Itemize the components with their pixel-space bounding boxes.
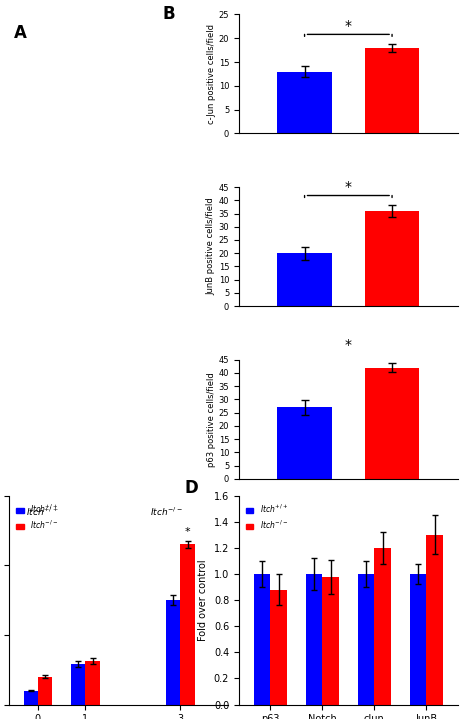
Bar [410,574,426,705]
Bar [375,548,391,705]
Bar [365,211,419,306]
Y-axis label: c-Jun positive cells/field: c-Jun positive cells/field [207,24,216,124]
Text: B: B [163,5,175,23]
Text: $Itch^{-/-}$: $Itch^{-/-}$ [150,506,183,518]
Y-axis label: JunB positive cells/field: JunB positive cells/field [207,198,216,296]
Bar [38,677,52,705]
Text: A: A [14,24,27,42]
Bar [277,253,332,306]
Text: *: * [345,180,352,194]
Bar [254,574,270,705]
Bar [426,535,443,705]
Bar [365,47,419,134]
Bar [305,574,322,705]
Bar [71,664,85,705]
Bar [270,590,287,705]
Y-axis label: Fold over control: Fold over control [198,559,208,641]
Bar [322,577,339,705]
Bar [277,408,332,479]
Bar [180,544,195,705]
Bar [277,71,332,134]
Text: D: D [184,479,198,497]
Legend: $Itch^{+/+}$, $Itch^{-/-}$: $Itch^{+/+}$, $Itch^{-/-}$ [243,500,291,534]
Text: *: * [185,527,191,536]
Bar [85,661,99,705]
Legend: $Itch^{+/+}$, $Itch^{-/-}$: $Itch^{+/+}$, $Itch^{-/-}$ [13,500,61,534]
Text: $Itch^{+/+}$: $Itch^{+/+}$ [26,506,58,518]
Y-axis label: p63 positive cells/field: p63 positive cells/field [207,372,216,467]
Text: *: * [345,338,352,352]
Text: *: * [345,19,352,33]
Bar [24,691,38,705]
Bar [365,367,419,479]
Bar [166,600,180,705]
Bar [358,574,375,705]
